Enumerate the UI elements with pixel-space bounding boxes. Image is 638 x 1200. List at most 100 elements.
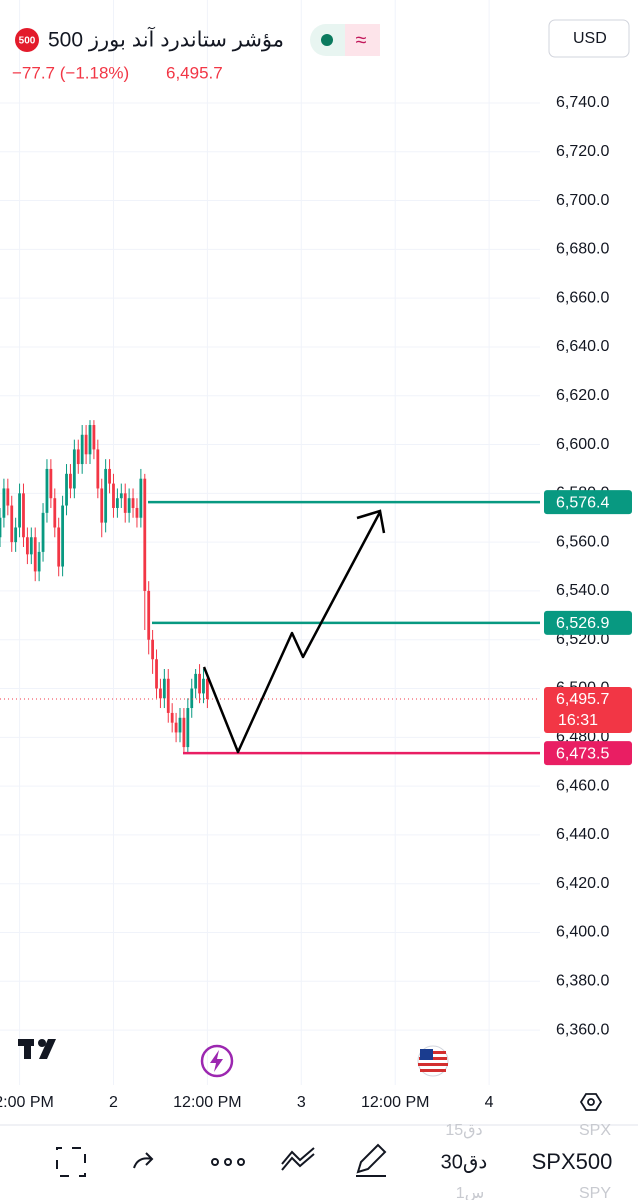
fullscreen-icon[interactable] (56, 1147, 86, 1177)
next-symbol: SPY (579, 1185, 611, 1200)
more-icon[interactable] (211, 1158, 245, 1166)
x-tick-label: 12:00 PM (173, 1094, 241, 1111)
y-tick-label: 6,440.0 (556, 826, 609, 843)
market-open-dot (321, 34, 333, 46)
level-badge (544, 610, 632, 635)
candle-body (29, 537, 33, 555)
prev-interval: 15دق (445, 1122, 482, 1139)
symbol-badge (15, 28, 39, 52)
symbol[interactable]: SPX500 (532, 1149, 613, 1174)
candle-body (131, 498, 135, 508)
y-tick-label: 6,360.0 (556, 1021, 609, 1038)
candle-body (88, 425, 92, 455)
y-tick-label: 6,680.0 (556, 241, 609, 258)
candle-body (6, 488, 10, 506)
candle-body (186, 708, 190, 748)
delay-icon: ≈ (356, 29, 367, 51)
currency-label: USD (573, 30, 607, 47)
last-price-label: 6,495.7 (556, 691, 609, 708)
y-tick-label: 6,660.0 (556, 289, 609, 306)
candle-body (162, 678, 166, 699)
redo-icon[interactable] (133, 1152, 154, 1169)
candle-body (182, 717, 186, 748)
x-tick-label: 4 (485, 1094, 494, 1111)
candle-body (127, 498, 131, 513)
candle-body (69, 473, 72, 489)
y-tick-label: 6,560.0 (556, 533, 609, 550)
candle-body (119, 493, 123, 499)
drawing-arrowhead (356, 509, 386, 534)
y-tick-label: 6,620.0 (556, 387, 609, 404)
candle-body (104, 468, 108, 523)
y-tick-label: 6,380.0 (556, 973, 609, 990)
candle-body (202, 678, 205, 694)
candle-body (2, 488, 6, 518)
countdown-label: 16:31 (558, 712, 598, 729)
candle-body (151, 639, 155, 660)
candle-body (155, 659, 158, 689)
candle-body (100, 488, 104, 523)
candle-body (166, 678, 170, 713)
status-pill-right (345, 24, 380, 56)
level-label: 6,473.5 (556, 745, 609, 762)
candle-body (115, 498, 119, 508)
candle-body (92, 425, 96, 450)
candle-body (205, 678, 209, 700)
y-tick-label: 6,520.0 (556, 631, 609, 648)
candle-body (84, 434, 88, 455)
prev-symbol: SPX (579, 1122, 611, 1139)
candle-body (178, 717, 182, 733)
y-tick-label: 6,700.0 (556, 192, 609, 209)
candle-body (37, 551, 41, 572)
badge-text: 500 (19, 36, 36, 47)
candle-body (53, 498, 57, 528)
candle-body (139, 478, 143, 518)
y-tick-label: 6,400.0 (556, 924, 609, 941)
level-badge (544, 741, 632, 766)
candle-body (22, 493, 25, 538)
candle-body (143, 478, 147, 591)
settings-dot (587, 1098, 595, 1106)
indicators-icon[interactable] (281, 1147, 315, 1171)
candle-body (190, 688, 194, 709)
y-tick-label: 6,540.0 (556, 582, 609, 599)
candle-body (170, 712, 174, 723)
candle-body (123, 493, 127, 513)
candle-body (174, 722, 178, 733)
settings-icon[interactable] (579, 1093, 603, 1111)
x-tick-label: 2 (109, 1094, 118, 1111)
candle-body (25, 537, 29, 555)
level-label: 6,526.9 (556, 615, 609, 632)
currency-button[interactable] (548, 19, 630, 58)
next-interval: 1س (456, 1185, 484, 1200)
candle-body (80, 434, 84, 465)
candle-body (198, 673, 201, 694)
candle-body (18, 493, 21, 528)
y-tick-label: 6,460.0 (556, 777, 609, 794)
candle-body (49, 468, 53, 499)
candle-body (76, 449, 80, 465)
candle-body (159, 688, 162, 699)
candle-body (108, 468, 111, 484)
x-tick-label: 3 (297, 1094, 306, 1111)
candle-body (41, 512, 45, 552)
x-tick-label: 12:00 PM (0, 1094, 54, 1111)
candle-body (112, 483, 115, 508)
candle-body (10, 505, 14, 543)
candle-body (96, 449, 100, 489)
draw-icon[interactable] (356, 1143, 387, 1177)
candle-body (57, 527, 61, 567)
y-tick-label: 6,600.0 (556, 436, 609, 453)
candle-body (194, 673, 198, 689)
drawing-path (202, 511, 382, 754)
us-flag-icon[interactable] (417, 1045, 449, 1077)
candle-body (65, 473, 68, 506)
interval[interactable]: 30دق (441, 1151, 488, 1173)
events-icon[interactable] (200, 1044, 234, 1078)
candle-body (45, 468, 49, 513)
lightning (210, 1050, 223, 1072)
candle-body (14, 527, 18, 543)
y-tick-label: 6,720.0 (556, 143, 609, 160)
y-tick-label: 6,740.0 (556, 94, 609, 111)
